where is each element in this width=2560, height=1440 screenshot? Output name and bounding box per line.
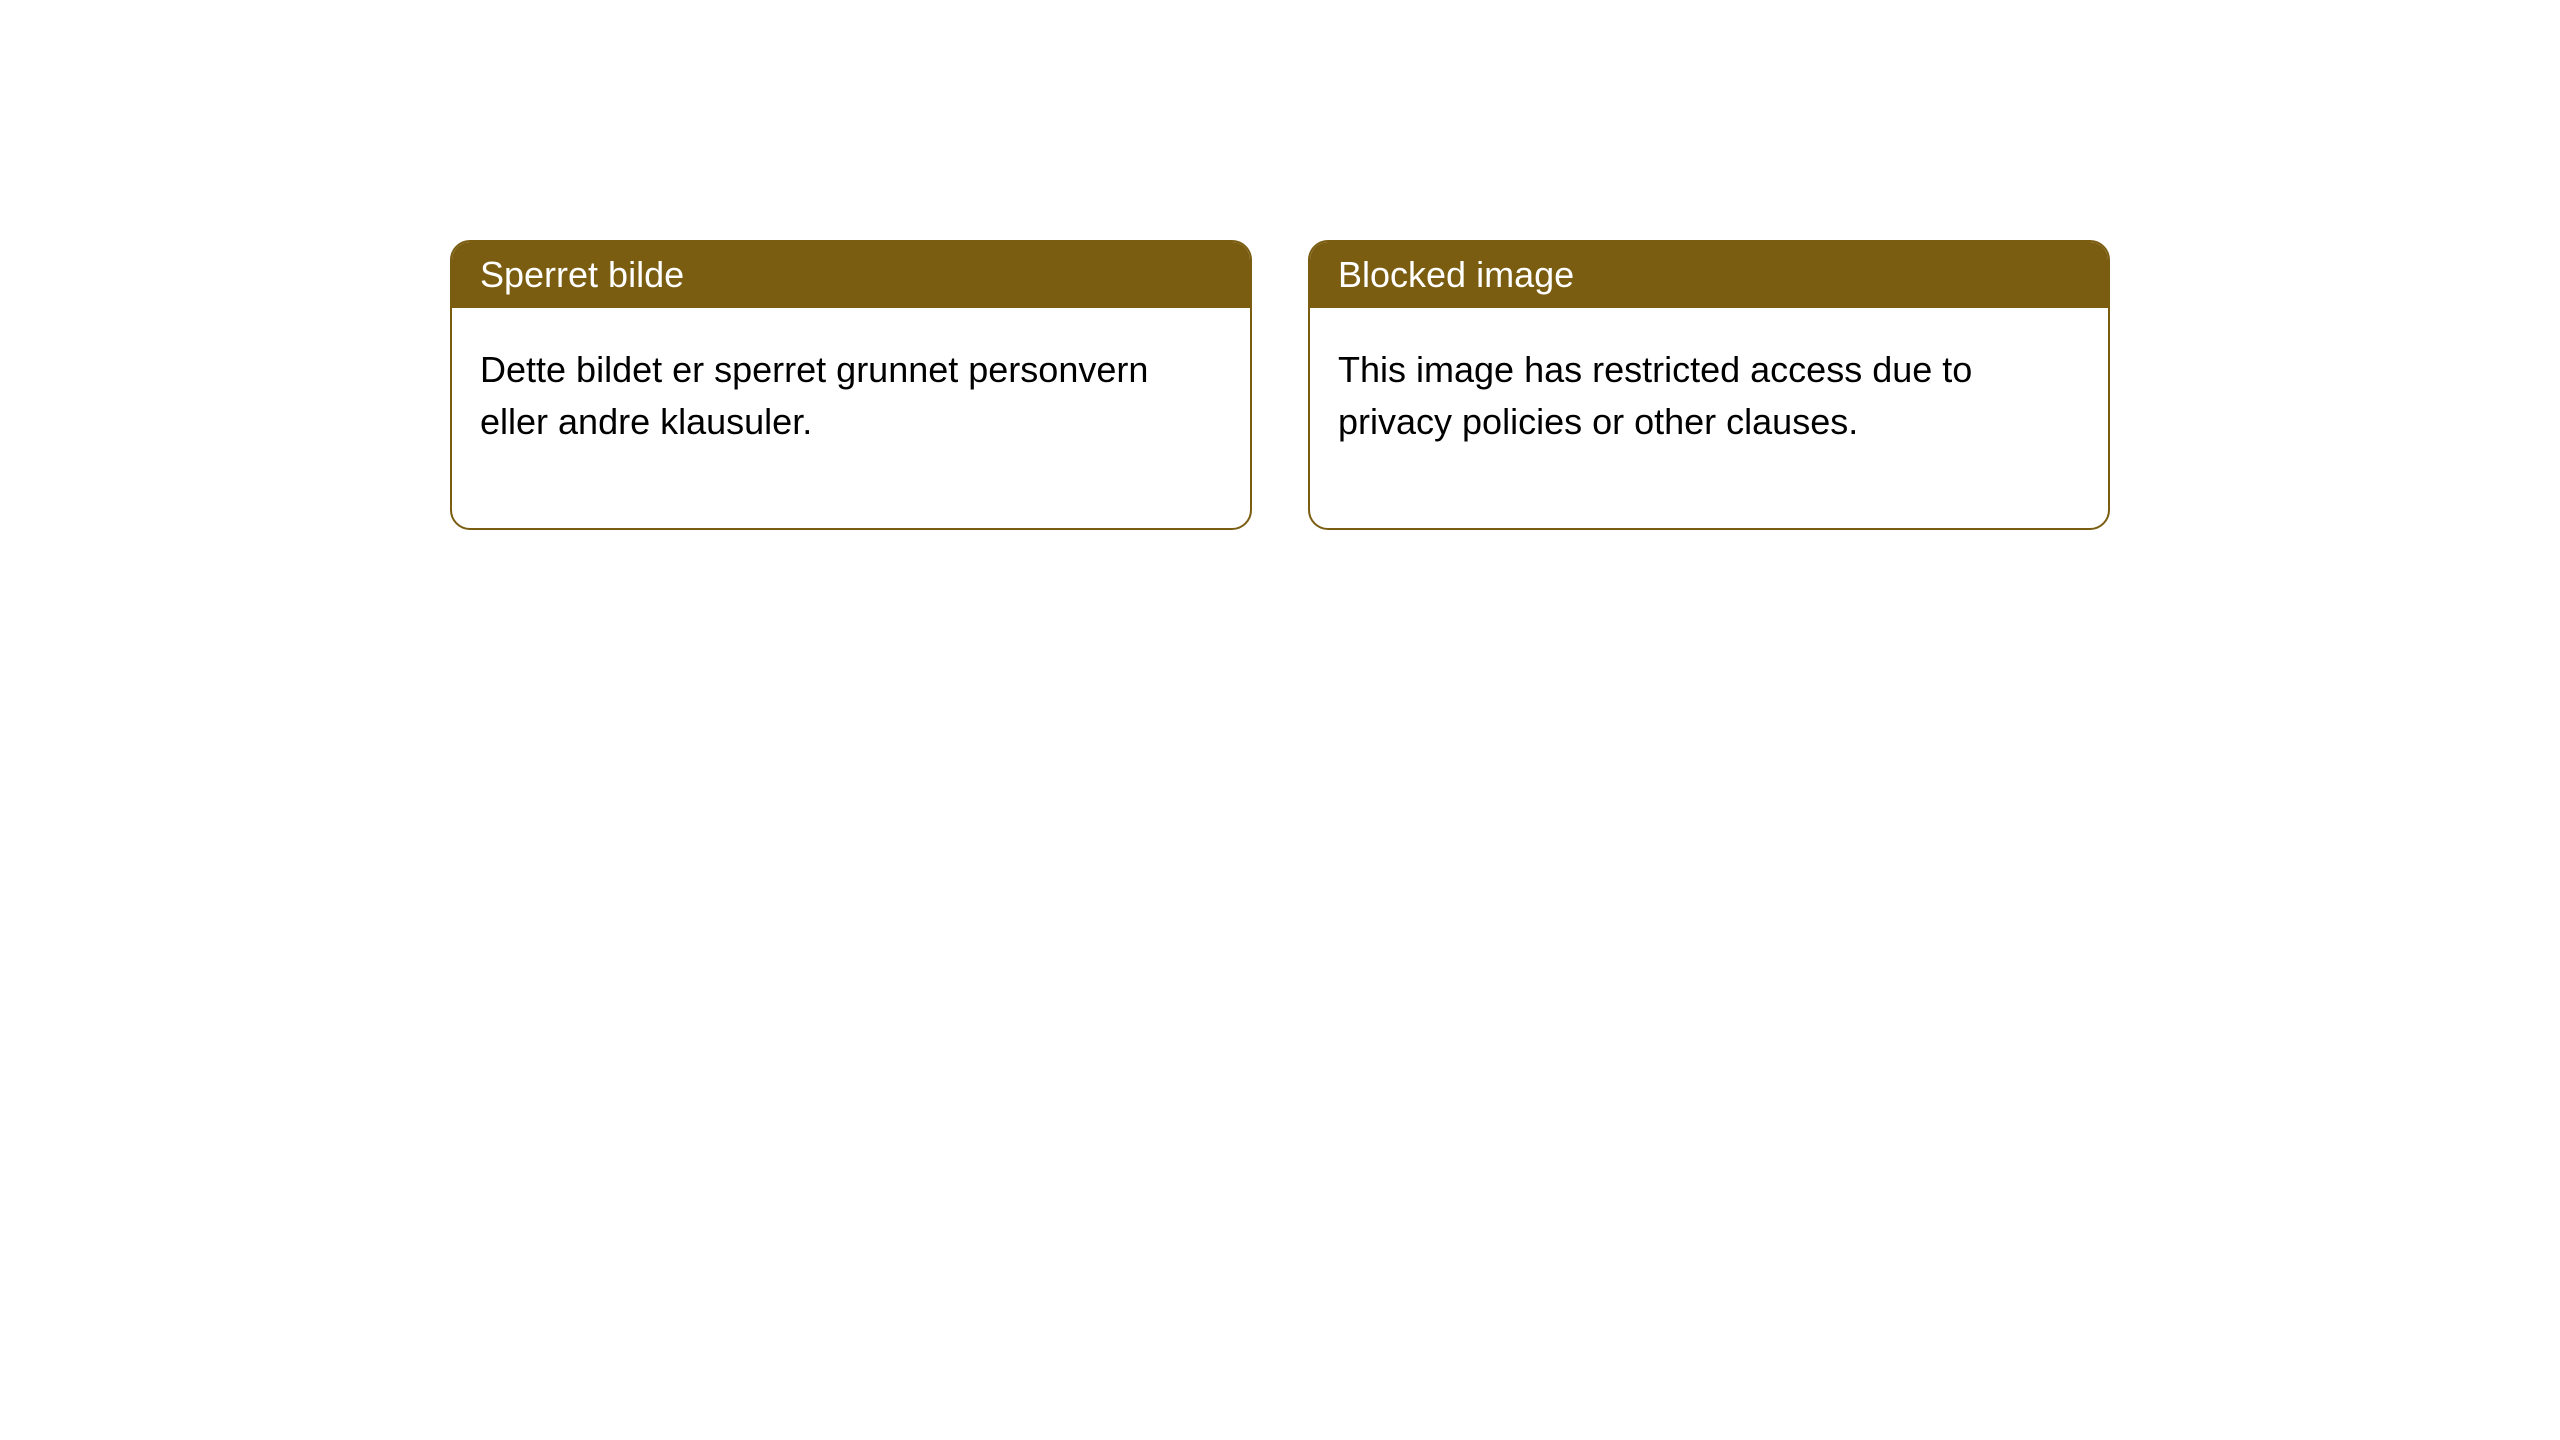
notice-title: Sperret bilde — [452, 242, 1250, 308]
notice-body: Dette bildet er sperret grunnet personve… — [452, 308, 1250, 528]
notice-card-norwegian: Sperret bilde Dette bildet er sperret gr… — [450, 240, 1252, 530]
notice-body: This image has restricted access due to … — [1310, 308, 2108, 528]
notice-card-english: Blocked image This image has restricted … — [1308, 240, 2110, 530]
notice-container: Sperret bilde Dette bildet er sperret gr… — [450, 240, 2110, 530]
notice-title: Blocked image — [1310, 242, 2108, 308]
